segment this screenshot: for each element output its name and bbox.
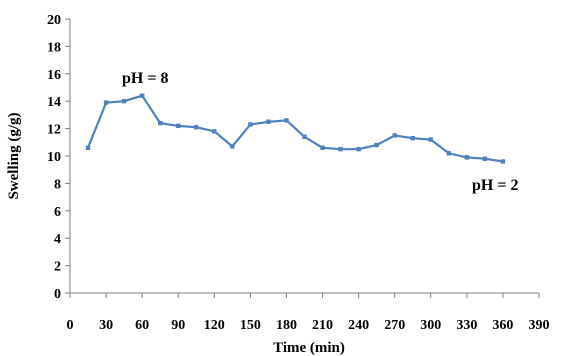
x-tick-label: 150: [240, 318, 261, 333]
x-tick-label: 120: [204, 318, 225, 333]
x-tick-label: 360: [492, 318, 513, 333]
data-point: [176, 123, 181, 129]
data-point: [500, 159, 506, 164]
x-tick-label: 30: [99, 318, 113, 333]
x-tick-label: 390: [529, 318, 550, 333]
y-axis-title: Swelling (g/g): [6, 112, 22, 199]
data-point: [356, 146, 361, 152]
x-tick-labels: 0 30 60 90 120 150 180 210 240 270 300 330 360 390: [67, 318, 550, 333]
series-line: [86, 94, 504, 163]
data-point: [85, 145, 91, 150]
y-tick-label: 2: [54, 260, 61, 275]
y-tick-label: 14: [47, 95, 61, 110]
y-tick-label: 6: [54, 205, 61, 220]
x-tick-label: 180: [276, 318, 297, 333]
y-tick-label: 4: [54, 232, 61, 247]
annotation-ph-8: pH = 8: [122, 70, 168, 87]
x-tick-label: 210: [312, 318, 333, 333]
x-tick-label: 300: [420, 318, 441, 333]
x-tick-label: 330: [456, 318, 477, 333]
data-point: [374, 142, 379, 148]
y-tick-label: 16: [47, 68, 61, 83]
data-point: [392, 133, 397, 138]
y-tick-label: 18: [47, 40, 61, 55]
data-point: [320, 145, 325, 150]
data-point: [103, 100, 109, 105]
data-point: [139, 93, 145, 98]
data-point: [194, 125, 199, 130]
data-point: [212, 129, 217, 134]
x-tick-label: 0: [67, 318, 74, 333]
y-tick-label: 0: [54, 287, 61, 302]
data-point: [157, 120, 163, 126]
y-tick-labels: 0 2 4 6 8 10 12 14 16 18 20: [47, 13, 61, 302]
data-point: [284, 118, 289, 123]
y-tick-label: 12: [47, 123, 61, 138]
data-point: [266, 119, 271, 124]
x-axis-title: Time (min): [273, 340, 345, 356]
x-tick-label: 90: [171, 318, 185, 333]
data-point: [302, 134, 307, 140]
x-tick-label: 270: [384, 318, 405, 333]
data-point: [338, 146, 343, 152]
data-point: [428, 137, 433, 142]
y-tick-label: 20: [47, 13, 61, 28]
y-tick-label: 10: [47, 150, 61, 165]
data-point: [248, 122, 253, 127]
y-tick-label: 8: [54, 177, 61, 192]
axes: [65, 18, 540, 298]
x-tick-label: 240: [348, 318, 369, 333]
data-point: [446, 151, 452, 156]
data-point: [121, 99, 127, 104]
x-tick-label: 60: [135, 318, 149, 333]
data-point: [482, 156, 488, 161]
annotation-ph-2: pH = 2: [472, 177, 518, 194]
data-point: [230, 144, 235, 149]
data-point: [410, 135, 415, 141]
data-point: [464, 155, 470, 160]
series-layer: [85, 93, 506, 164]
